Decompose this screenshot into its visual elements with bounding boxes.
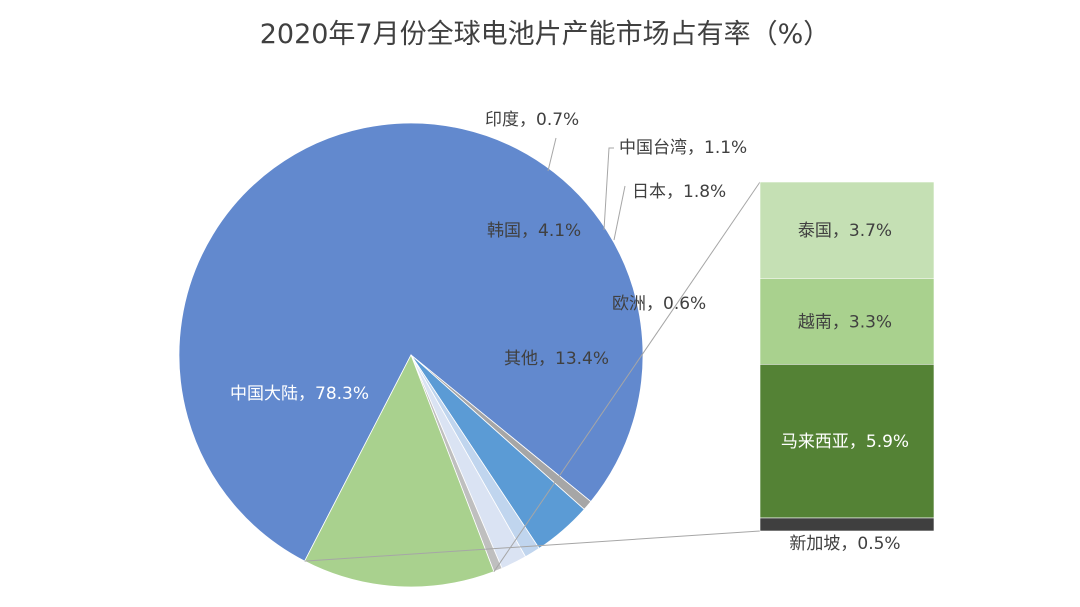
breakout-segment-0 bbox=[759, 181, 935, 279]
leader-line-3 bbox=[603, 147, 614, 231]
pie-slices bbox=[178, 122, 644, 588]
pie-label-1: 印度，0.7% bbox=[485, 110, 579, 130]
pie-label-0: 中国大陆，78.3% bbox=[230, 384, 369, 404]
breakout-label-3: 新加坡，0.5% bbox=[789, 534, 900, 554]
breakout-label-1: 越南，3.3% bbox=[798, 312, 892, 332]
connector-line-bottom bbox=[304, 530, 761, 562]
pie-slice-0 bbox=[178, 122, 644, 562]
pie-label-4: 日本，1.8% bbox=[632, 182, 726, 202]
breakout-bar bbox=[759, 181, 935, 532]
breakout-segment-1 bbox=[759, 278, 935, 365]
breakout-label-0: 泰国，3.7% bbox=[798, 221, 892, 241]
pie-label-3: 中国台湾，1.1% bbox=[619, 138, 747, 158]
breakout-connectors bbox=[304, 181, 761, 572]
label-leaders bbox=[547, 137, 626, 241]
pie-label-5: 欧洲，0.6% bbox=[612, 294, 706, 314]
chart-title: 2020年7月份全球电池片产能市场占有率（%） bbox=[260, 19, 831, 50]
pie-label-2: 韩国，4.1% bbox=[487, 221, 581, 241]
data-labels: 中国大陆，78.3% 印度，0.7% 韩国，4.1% 中国台湾，1.1% 日本，1.8%… bbox=[230, 110, 909, 554]
pie-label-6: 其他，13.4% bbox=[504, 349, 609, 369]
breakout-segment-2 bbox=[759, 364, 935, 519]
leader-line-4 bbox=[613, 185, 626, 241]
breakout-label-2: 马来西亚，5.9% bbox=[781, 432, 909, 452]
leader-line-1 bbox=[547, 137, 557, 172]
connector-line-top bbox=[493, 181, 761, 572]
breakout-segment-3 bbox=[759, 517, 935, 532]
pie-slice-6 bbox=[304, 354, 495, 588]
